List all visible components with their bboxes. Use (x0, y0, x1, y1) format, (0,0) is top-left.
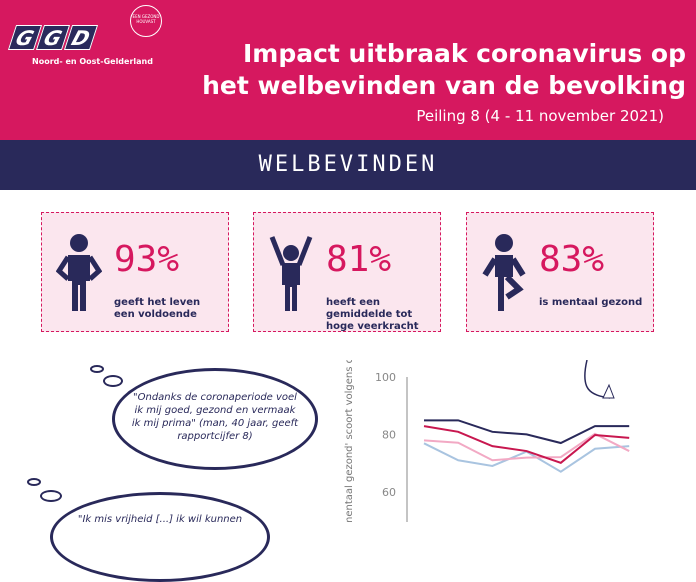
org-name: Noord- en Oost-Gelderland (32, 57, 153, 66)
title-line-1: Impact uitbraak coronavirus op (242, 39, 686, 68)
thought-dot (103, 375, 123, 387)
stat-text: is mentaal gezond (539, 297, 643, 308)
series-line (424, 419, 630, 445)
thought-dot (40, 490, 62, 502)
stat-card-resilience: 81% heeft een gemiddelde tot hoge veerkrac… (253, 212, 441, 332)
stat-value: 81% (326, 239, 392, 280)
title-line-2: het welbevinden van de bevolking (202, 71, 686, 100)
stat-text: geeft het leven een voldoende (114, 297, 201, 320)
stat-card-mental-health: 83% is mentaal gezond (466, 212, 654, 332)
y-axis-label: % dat 'mentaal gezond' scoort volgens de… (344, 360, 355, 522)
quote-bubble-1: "Ondanks de coronaperiode voel ik mij go… (112, 368, 318, 470)
page-title: Impact uitbraak coronavirus op het welbe… (202, 38, 686, 102)
series-line (423, 432, 630, 462)
section-title: WELBEVINDEN (0, 140, 696, 190)
y-tick-label: 80 (382, 428, 396, 441)
person-hands-on-hips-icon (56, 234, 102, 311)
stat-text: heeft een gemiddelde tot hoge veerkracht (326, 297, 419, 332)
subtitle: Peiling 8 (4 - 11 november 2021) (416, 107, 664, 125)
y-tick-label: 60 (382, 486, 396, 499)
person-arms-raised-icon (269, 236, 313, 311)
stat-value: 83% (539, 239, 605, 280)
mental-health-line-chart: % dat 'mentaal gezond' scoort volgens de… (344, 360, 630, 522)
arrow-head-icon (602, 383, 615, 399)
seal-logo: EEN GEZOND HOUVAST (130, 5, 162, 37)
quote-bubble-2: "Ik mis vrijheid [...] ik wil kunnen (50, 492, 270, 582)
y-tick-label: 100 (375, 371, 396, 384)
person-yoga-pose-icon (482, 234, 526, 311)
stat-value: 93% (114, 239, 180, 280)
stat-card-life-score: 93% geeft het leven een voldoende (41, 212, 229, 332)
thought-dot (27, 478, 41, 486)
thought-dot (90, 365, 104, 373)
series-line (423, 425, 630, 464)
